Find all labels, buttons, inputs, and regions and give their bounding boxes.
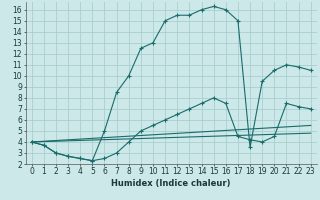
X-axis label: Humidex (Indice chaleur): Humidex (Indice chaleur)	[111, 179, 231, 188]
